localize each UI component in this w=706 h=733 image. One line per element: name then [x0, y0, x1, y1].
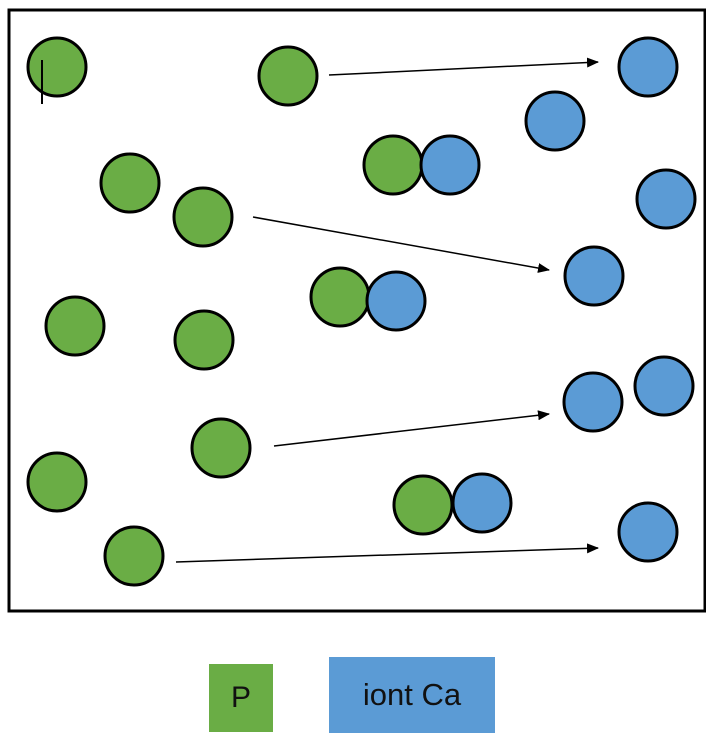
bound-pair-green [309, 266, 371, 328]
diagram-frame [7, 8, 706, 613]
blue-particle [524, 90, 586, 152]
blue-particle [617, 36, 679, 98]
bound-pair-blue [419, 134, 481, 196]
blue-particle [635, 168, 697, 230]
legend-p: P [209, 664, 273, 732]
blue-particle [562, 371, 624, 433]
movement-arrow [175, 543, 599, 563]
blue-particle [633, 355, 695, 417]
green-particle [103, 525, 165, 587]
green-particle [26, 451, 88, 513]
legend-p-label: P [230, 681, 251, 714]
green-particle [99, 152, 161, 214]
green-particle [257, 45, 319, 107]
movement-arrow [328, 57, 599, 76]
bound-pair-green [392, 474, 454, 536]
bound-pair-blue [451, 472, 513, 534]
particles-layer [26, 36, 697, 587]
bound-pair [362, 134, 481, 196]
green-particle [173, 309, 235, 371]
bound-pair-blue [365, 270, 427, 332]
blue-particle [563, 245, 625, 307]
green-particle [190, 417, 252, 479]
legend-ca-label: iont Ca [362, 677, 462, 712]
bound-pair [392, 472, 513, 536]
arrows-layer [175, 57, 599, 563]
bound-pair [309, 266, 427, 332]
green-particle [172, 186, 234, 248]
green-particle [26, 36, 88, 98]
bound-pair-green [362, 134, 424, 196]
green-particle [44, 295, 106, 357]
movement-arrow [273, 410, 550, 447]
movement-arrow [252, 216, 550, 273]
blue-particle [617, 501, 679, 563]
legend-ca-ion: iont Ca [329, 657, 495, 733]
